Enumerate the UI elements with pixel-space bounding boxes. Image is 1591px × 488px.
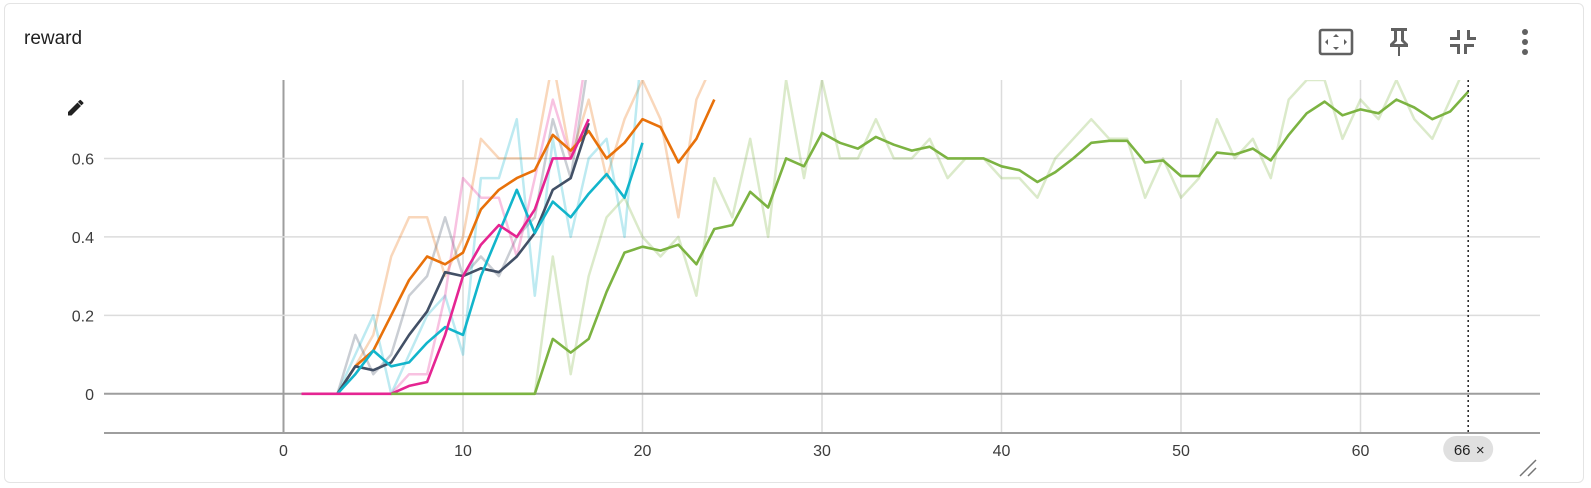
pencil-icon[interactable] bbox=[68, 99, 84, 116]
collapse-button[interactable] bbox=[1442, 22, 1482, 62]
x-tick-label: 20 bbox=[634, 443, 652, 460]
more-menu-button[interactable] bbox=[1505, 22, 1545, 62]
pin-button[interactable] bbox=[1379, 22, 1419, 62]
series-smoothed-line bbox=[336, 142, 644, 395]
collapse-icon bbox=[1450, 30, 1476, 54]
series-smoothed-line bbox=[301, 118, 590, 396]
more-vert-icon bbox=[1522, 29, 1528, 55]
y-tick-label: 0.2 bbox=[72, 308, 94, 325]
x-tick-label: 0 bbox=[279, 443, 288, 460]
chart-card bbox=[4, 3, 1584, 483]
y-tick-label: 0 bbox=[85, 387, 94, 404]
series-raw-line bbox=[391, 80, 1461, 396]
fit-to-data-icon bbox=[1318, 28, 1354, 56]
step-cursor-badge[interactable] bbox=[1443, 436, 1494, 462]
fit-domain-button[interactable] bbox=[1316, 22, 1356, 62]
close-icon[interactable]: × bbox=[1476, 442, 1485, 459]
pin-icon bbox=[1390, 28, 1408, 56]
series-raw-line bbox=[336, 80, 707, 395]
resize-handle-icon[interactable] bbox=[1519, 459, 1537, 477]
series-smoothed-line bbox=[336, 99, 716, 395]
x-tick-label: 40 bbox=[993, 443, 1011, 460]
x-tick-label: 30 bbox=[813, 443, 831, 460]
x-tick-label: 60 bbox=[1352, 443, 1370, 460]
step-cursor-label: 66 bbox=[1454, 442, 1471, 459]
x-tick-label: 10 bbox=[454, 443, 472, 460]
series-smoothed-line bbox=[391, 90, 1470, 396]
x-tick-label: 50 bbox=[1172, 443, 1190, 460]
series-raw-line bbox=[336, 80, 641, 396]
y-tick-label: 0.6 bbox=[72, 151, 94, 168]
y-tick-label: 0.4 bbox=[72, 230, 94, 247]
chart-title: reward bbox=[24, 28, 83, 49]
